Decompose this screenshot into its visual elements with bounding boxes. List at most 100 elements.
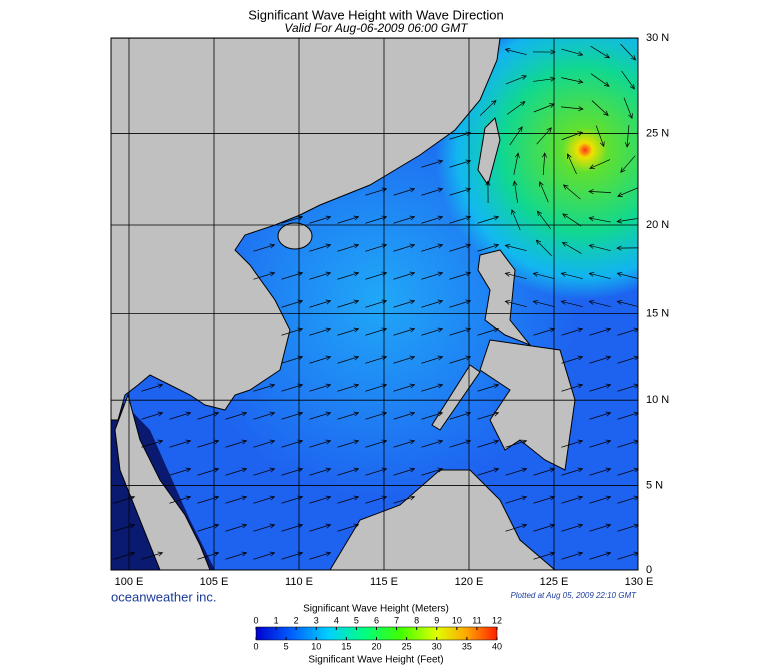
wave-arrow [589, 355, 612, 364]
wave-arrow [532, 271, 555, 280]
wave-arrow [616, 271, 638, 279]
wave-arrow [169, 411, 192, 420]
title: Significant Wave Height with Wave Direct… [248, 7, 504, 22]
wave-arrow [505, 495, 528, 504]
wave-arrow [561, 242, 582, 254]
wave-arrow [421, 187, 444, 196]
wave-arrow [449, 439, 472, 448]
wave-arrow [617, 327, 638, 336]
wave-arrow [513, 152, 520, 175]
wave-arrow [337, 243, 360, 252]
wave-arrow [225, 411, 248, 420]
wave-arrow [616, 299, 638, 307]
wave-arrow [506, 101, 526, 115]
wave-arrow [449, 215, 472, 224]
wave-arrow [533, 467, 556, 476]
wave-arrow [197, 467, 220, 476]
wave-arrow [504, 299, 527, 308]
wave-arrow [590, 73, 610, 87]
wave-arrow [225, 495, 248, 504]
wave-arrow [589, 495, 612, 504]
colorbar-feet-label: 30 [432, 641, 442, 651]
wave-arrow [197, 411, 220, 420]
wave-arrow [595, 125, 605, 148]
wave-arrow [253, 495, 276, 504]
wave-arrow [169, 439, 192, 448]
wave-arrow [421, 411, 444, 420]
lon-tick-label: 110 E [285, 576, 313, 588]
colorbar-meters-label: 8 [414, 615, 419, 625]
wave-arrow [113, 523, 136, 532]
wave-arrow [511, 209, 521, 231]
wave-arrow [620, 155, 636, 173]
wave-arrow [504, 243, 527, 252]
wave-arrow [393, 411, 416, 420]
wave-arrow [421, 439, 444, 448]
wave-arrow [477, 411, 500, 420]
wave-arrow [477, 383, 500, 392]
colorbar-meters-label: 9 [434, 615, 439, 625]
wave-arrow [617, 355, 638, 364]
wave-arrow [337, 271, 360, 280]
wave-arrow [477, 243, 500, 252]
wave-arrow [309, 551, 332, 560]
wave-arrow [477, 215, 500, 224]
wave-arrow [253, 467, 276, 476]
colorbar-feet-label: 35 [462, 641, 472, 651]
wave-arrow [504, 271, 527, 280]
wave-arrow [309, 327, 332, 336]
wave-arrow [253, 243, 276, 252]
wave-arrow [197, 551, 220, 560]
wave-arrow [253, 383, 276, 392]
wave-arrow [620, 43, 637, 61]
wave-arrow [421, 215, 444, 224]
wave-arrow [225, 439, 248, 448]
wave-arrow [141, 551, 164, 560]
wave-arrow [421, 159, 444, 168]
wave-arrow [588, 271, 611, 280]
wave-arrow [532, 299, 555, 308]
wave-arrow [169, 495, 192, 504]
wave-arrow [561, 327, 584, 336]
wave-arrow [562, 213, 582, 227]
colorbar-meters-label: 1 [274, 615, 279, 625]
wave-arrow [617, 467, 638, 476]
wave-arrow [505, 467, 528, 476]
colorbar-feet-label: 10 [311, 641, 321, 651]
lon-tick-label: 120 E [455, 576, 484, 588]
wave-arrow [337, 299, 360, 308]
wave-arrow [337, 215, 360, 224]
wave-arrow [512, 180, 518, 203]
wave-arrow [449, 159, 472, 168]
hainan [277, 222, 313, 250]
lat-tick-label: 30 N [646, 32, 669, 44]
colorbar-meters-label: 2 [294, 615, 299, 625]
wave-arrow [561, 383, 584, 392]
wave-arrow [393, 243, 416, 252]
wave-arrow [617, 495, 638, 504]
wave-arrow [309, 299, 332, 308]
wave-arrow [477, 439, 500, 448]
lat-tick-label: 20 N [646, 219, 669, 231]
colorbar-meters-label: 10 [452, 615, 462, 625]
wave-arrow [588, 216, 611, 223]
wave-arrow [197, 495, 220, 504]
wave-arrow [561, 495, 584, 504]
wave-arrow [169, 467, 192, 476]
wave-arrows [113, 43, 638, 560]
brand: oceanweather inc. [111, 589, 217, 604]
wave-arrow [617, 383, 638, 392]
wave-arrow [533, 551, 556, 560]
wave-arrow [393, 495, 416, 504]
wave-arrow [589, 439, 612, 448]
wave-arrow [421, 271, 444, 280]
wave-arrow [225, 467, 248, 476]
wave-arrow [617, 439, 638, 448]
lat-tick-label: 5 N [646, 479, 663, 491]
wave-arrow [421, 243, 444, 252]
lon-tick-label: 105 E [200, 576, 229, 588]
wave-arrow [449, 411, 472, 420]
wave-arrow [588, 243, 611, 252]
malay-peninsula [114, 393, 211, 570]
wave-arrow [197, 523, 220, 532]
